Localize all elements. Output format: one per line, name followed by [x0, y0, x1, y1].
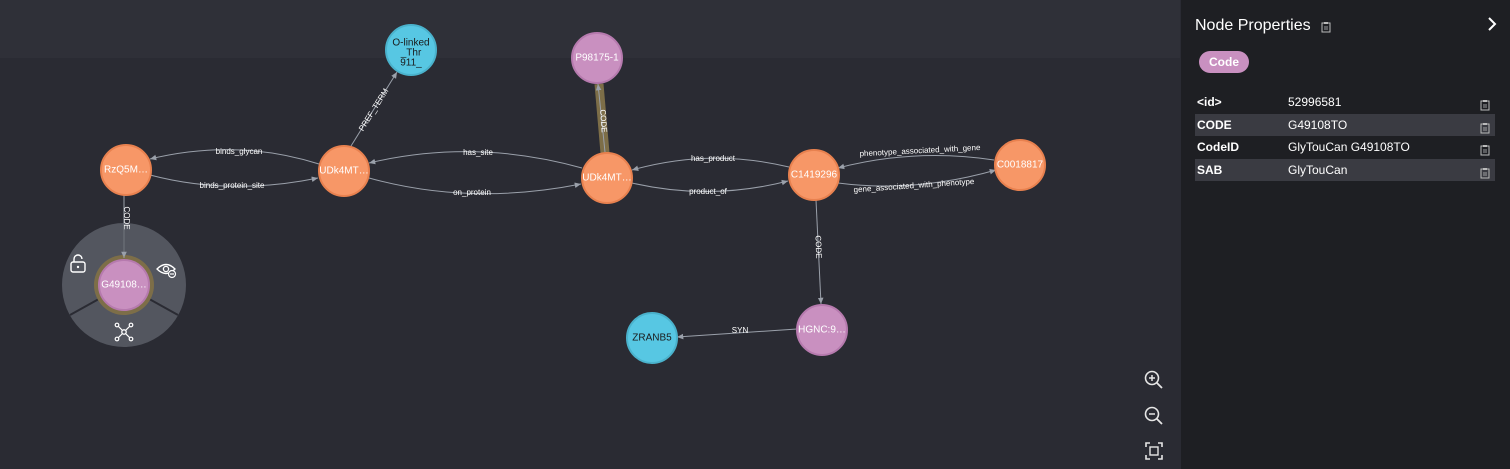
property-row: SAB GlyTouCan: [1195, 158, 1495, 181]
node-c0018817[interactable]: C0018817: [994, 139, 1046, 191]
clipboard-icon[interactable]: [1479, 119, 1491, 133]
edge-label-code-hgnc: CODE: [813, 235, 823, 258]
node-properties-panel: Node Properties Code <id> 52996581 CODE …: [1181, 0, 1510, 469]
node-g49108-label: G49108…: [101, 280, 147, 291]
expand-icon[interactable]: [114, 322, 134, 342]
property-key: CodeID: [1197, 140, 1239, 154]
edge-code-hgnc[interactable]: [815, 199, 824, 305]
edge-label-on-protein: on_protein: [453, 188, 491, 197]
edge-label-gene-associated-with-phenotype: gene_associated_with_phenotype: [853, 177, 975, 194]
zoom-in-icon[interactable]: [1142, 368, 1166, 392]
edge-has-product[interactable]: [631, 157, 790, 171]
edge-pref-term[interactable]: [350, 71, 398, 147]
node-olinked-line1: O-linked: [392, 38, 429, 49]
edge-code-p98175[interactable]: [595, 83, 606, 153]
fit-screen-icon[interactable]: [1142, 439, 1166, 463]
label-badge[interactable]: Code: [1199, 51, 1249, 73]
zoom-controls: [1136, 362, 1172, 469]
edge-label-syn: SYN: [732, 326, 749, 335]
node-hgnc-label: HGNC:9…: [798, 325, 846, 336]
edge-binds-glycan[interactable]: [149, 149, 320, 165]
edge-product-of[interactable]: [631, 179, 789, 193]
node-udk4mt-2[interactable]: UDk4MT…: [581, 152, 633, 204]
property-key: CODE: [1197, 117, 1232, 132]
node-udk4mt-1-label: UDk4MT…: [319, 166, 368, 177]
edge-label-has-site: has_site: [463, 148, 493, 157]
edge-syn[interactable]: [676, 328, 798, 340]
node-zranb5[interactable]: ZRANB5: [626, 312, 678, 364]
node-rzq5m-label: RzQ5M…: [104, 165, 148, 176]
graph-edges: binds_glycan binds_protein_site PREF_TER…: [121, 71, 997, 340]
node-p98175[interactable]: P98175-1: [571, 32, 623, 84]
edge-label-product-of: product_of: [689, 187, 728, 196]
node-c1419296[interactable]: C1419296: [788, 149, 840, 201]
graph-canvas[interactable]: binds_glycan binds_protein_site PREF_TER…: [0, 0, 1180, 469]
properties-table: <id> 52996581 CODE G49108TO CodeID GlyTo…: [1195, 91, 1495, 181]
node-olinked-line3: 911_: [400, 58, 422, 69]
edge-label-code-g49108: CODE: [122, 206, 131, 229]
edge-label-code-p98175: CODE: [598, 109, 609, 133]
edge-label-has-product: has_product: [691, 154, 736, 163]
graph-nodes: O-linked _Thr 911_ P98175-1 RzQ5M… UDk4M…: [98, 24, 1046, 364]
node-c1419296-label: C1419296: [791, 170, 838, 181]
property-value: G49108TO: [1288, 117, 1348, 132]
property-row: CODE G49108TO: [1195, 113, 1495, 136]
zoom-out-icon[interactable]: [1142, 404, 1166, 428]
unlock-icon[interactable]: [70, 254, 86, 273]
edge-label-binds-glycan: binds_glycan: [216, 147, 263, 156]
property-value: GlyTouCan: [1288, 162, 1348, 177]
clipboard-icon[interactable]: [1479, 164, 1491, 178]
property-row: <id> 52996581: [1195, 91, 1495, 114]
edge-binds-protein-site[interactable]: [149, 174, 319, 187]
chevron-right-icon[interactable]: [1483, 14, 1501, 34]
node-olinked-line2: _Thr: [400, 48, 422, 59]
node-udk4mt-2-label: UDk4MT…: [582, 173, 631, 184]
clipboard-icon[interactable]: [1320, 20, 1332, 33]
hide-icon[interactable]: [156, 263, 177, 279]
node-olinked[interactable]: O-linked _Thr 911_: [385, 24, 437, 76]
clipboard-icon[interactable]: [1479, 141, 1491, 156]
node-zranb5-label: ZRANB5: [632, 333, 672, 344]
property-row: CodeID GlyTouCan G49108TO: [1195, 136, 1495, 159]
property-value: 52996581: [1288, 95, 1342, 109]
node-rzq5m[interactable]: RzQ5M…: [100, 144, 152, 196]
property-key: <id>: [1197, 95, 1222, 109]
node-udk4mt-1[interactable]: UDk4MT…: [318, 145, 370, 197]
edge-label-pref-term: PREF_TERM: [357, 87, 390, 133]
property-key: SAB: [1197, 162, 1223, 177]
node-hgnc[interactable]: HGNC:9…: [796, 304, 848, 356]
edge-label-binds-protein-site: binds_protein_site: [200, 181, 265, 190]
edge-phenotype-associated-with-gene[interactable]: [837, 155, 995, 170]
edge-on-protein[interactable]: [368, 177, 582, 195]
node-p98175-label: P98175-1: [575, 53, 619, 64]
node-c0018817-label: C0018817: [997, 160, 1044, 171]
edge-has-site[interactable]: [368, 151, 583, 169]
property-value: GlyTouCan G49108TO: [1288, 140, 1410, 154]
panel-title: Node Properties: [1195, 17, 1311, 34]
clipboard-icon[interactable]: [1479, 96, 1491, 111]
node-g49108[interactable]: G49108…: [98, 259, 150, 311]
edge-gene-associated-with-phenotype[interactable]: [837, 169, 997, 187]
